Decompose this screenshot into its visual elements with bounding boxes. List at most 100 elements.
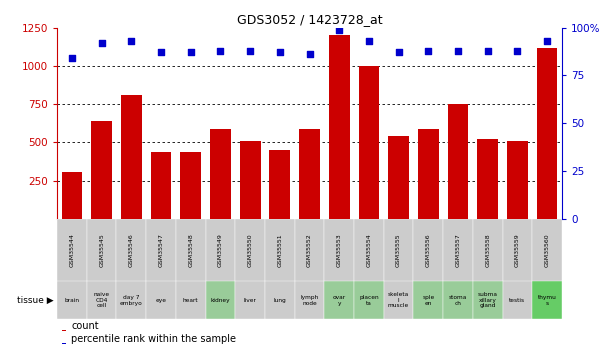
Text: eye: eye xyxy=(156,298,166,303)
Text: percentile rank within the sample: percentile rank within the sample xyxy=(72,334,236,344)
Text: GSM35560: GSM35560 xyxy=(545,233,549,267)
Point xyxy=(67,56,77,61)
Bar xyxy=(325,219,354,281)
Bar xyxy=(532,281,562,319)
Bar xyxy=(299,129,320,219)
Bar xyxy=(413,281,443,319)
Bar xyxy=(121,95,142,219)
Text: heart: heart xyxy=(183,298,198,303)
Point xyxy=(334,27,344,32)
Text: brain: brain xyxy=(64,298,79,303)
Bar xyxy=(359,66,379,219)
Bar xyxy=(61,171,82,219)
Text: GSM35554: GSM35554 xyxy=(367,233,371,267)
Text: GSM35545: GSM35545 xyxy=(99,233,104,267)
Bar xyxy=(151,152,171,219)
Bar xyxy=(473,219,502,281)
Point xyxy=(513,48,522,53)
Bar xyxy=(146,219,176,281)
Point xyxy=(542,38,552,44)
Bar xyxy=(206,219,235,281)
Point xyxy=(156,50,166,55)
Bar xyxy=(176,219,206,281)
Text: liver: liver xyxy=(243,298,257,303)
Point xyxy=(424,48,433,53)
Text: GSM35549: GSM35549 xyxy=(218,233,223,267)
Point xyxy=(186,50,195,55)
Point xyxy=(483,48,492,53)
Text: testis: testis xyxy=(509,298,525,303)
Text: subma
xillary
gland: subma xillary gland xyxy=(478,292,498,308)
Bar xyxy=(294,281,325,319)
Text: GSM35558: GSM35558 xyxy=(485,233,490,267)
Point xyxy=(245,48,255,53)
Text: GSM35546: GSM35546 xyxy=(129,233,134,267)
Bar xyxy=(265,281,294,319)
Bar xyxy=(418,129,439,219)
Text: GSM35548: GSM35548 xyxy=(188,233,194,267)
Bar xyxy=(448,104,468,219)
Bar xyxy=(180,152,201,219)
Bar xyxy=(176,281,206,319)
Bar xyxy=(57,219,87,281)
Bar xyxy=(87,281,117,319)
Text: GSM35555: GSM35555 xyxy=(396,233,401,267)
Bar xyxy=(477,139,498,219)
Text: lung: lung xyxy=(273,298,286,303)
Text: GSM35552: GSM35552 xyxy=(307,233,312,267)
Bar xyxy=(388,136,409,219)
Bar xyxy=(240,141,260,219)
Text: skeleta
l
muscle: skeleta l muscle xyxy=(388,292,409,308)
Text: GSM35544: GSM35544 xyxy=(70,233,75,267)
Bar xyxy=(384,219,413,281)
Text: naive
CD4
cell: naive CD4 cell xyxy=(94,292,110,308)
Bar xyxy=(206,281,235,319)
Bar xyxy=(507,141,528,219)
Bar xyxy=(117,281,146,319)
Text: thymu
s: thymu s xyxy=(538,295,557,306)
Text: placen
ta: placen ta xyxy=(359,295,379,306)
Point xyxy=(275,50,285,55)
Text: kidney: kidney xyxy=(210,298,230,303)
Text: GSM35557: GSM35557 xyxy=(456,233,460,267)
Bar xyxy=(235,219,265,281)
Bar xyxy=(443,281,473,319)
Point xyxy=(216,48,225,53)
Point xyxy=(97,40,106,46)
Bar xyxy=(502,281,532,319)
Point xyxy=(127,38,136,44)
Text: GSM35559: GSM35559 xyxy=(515,233,520,267)
Bar xyxy=(294,219,325,281)
Text: GSM35553: GSM35553 xyxy=(337,233,342,267)
Bar xyxy=(384,281,413,319)
Bar xyxy=(329,35,350,219)
Point xyxy=(394,50,403,55)
Bar xyxy=(473,281,502,319)
Bar xyxy=(443,219,473,281)
Point xyxy=(453,48,463,53)
Text: day 7
embryо: day 7 embryо xyxy=(120,295,142,306)
Text: GSM35550: GSM35550 xyxy=(248,233,252,267)
Bar xyxy=(146,281,176,319)
Text: sple
en: sple en xyxy=(422,295,435,306)
Bar xyxy=(354,281,384,319)
Text: GSM35556: GSM35556 xyxy=(426,233,431,267)
Text: count: count xyxy=(72,322,99,331)
Bar xyxy=(537,48,558,219)
Title: GDS3052 / 1423728_at: GDS3052 / 1423728_at xyxy=(237,13,382,27)
Bar xyxy=(57,281,87,319)
Bar xyxy=(413,219,443,281)
Bar xyxy=(325,281,354,319)
Point xyxy=(305,52,314,57)
Bar xyxy=(91,121,112,219)
Bar xyxy=(265,219,294,281)
Text: stoma
ch: stoma ch xyxy=(449,295,467,306)
Text: tissue ▶: tissue ▶ xyxy=(17,296,54,305)
Bar xyxy=(87,219,117,281)
Bar xyxy=(502,219,532,281)
Point xyxy=(364,38,374,44)
Bar xyxy=(269,150,290,219)
Bar xyxy=(117,219,146,281)
Bar xyxy=(532,219,562,281)
Text: ovar
y: ovar y xyxy=(332,295,346,306)
